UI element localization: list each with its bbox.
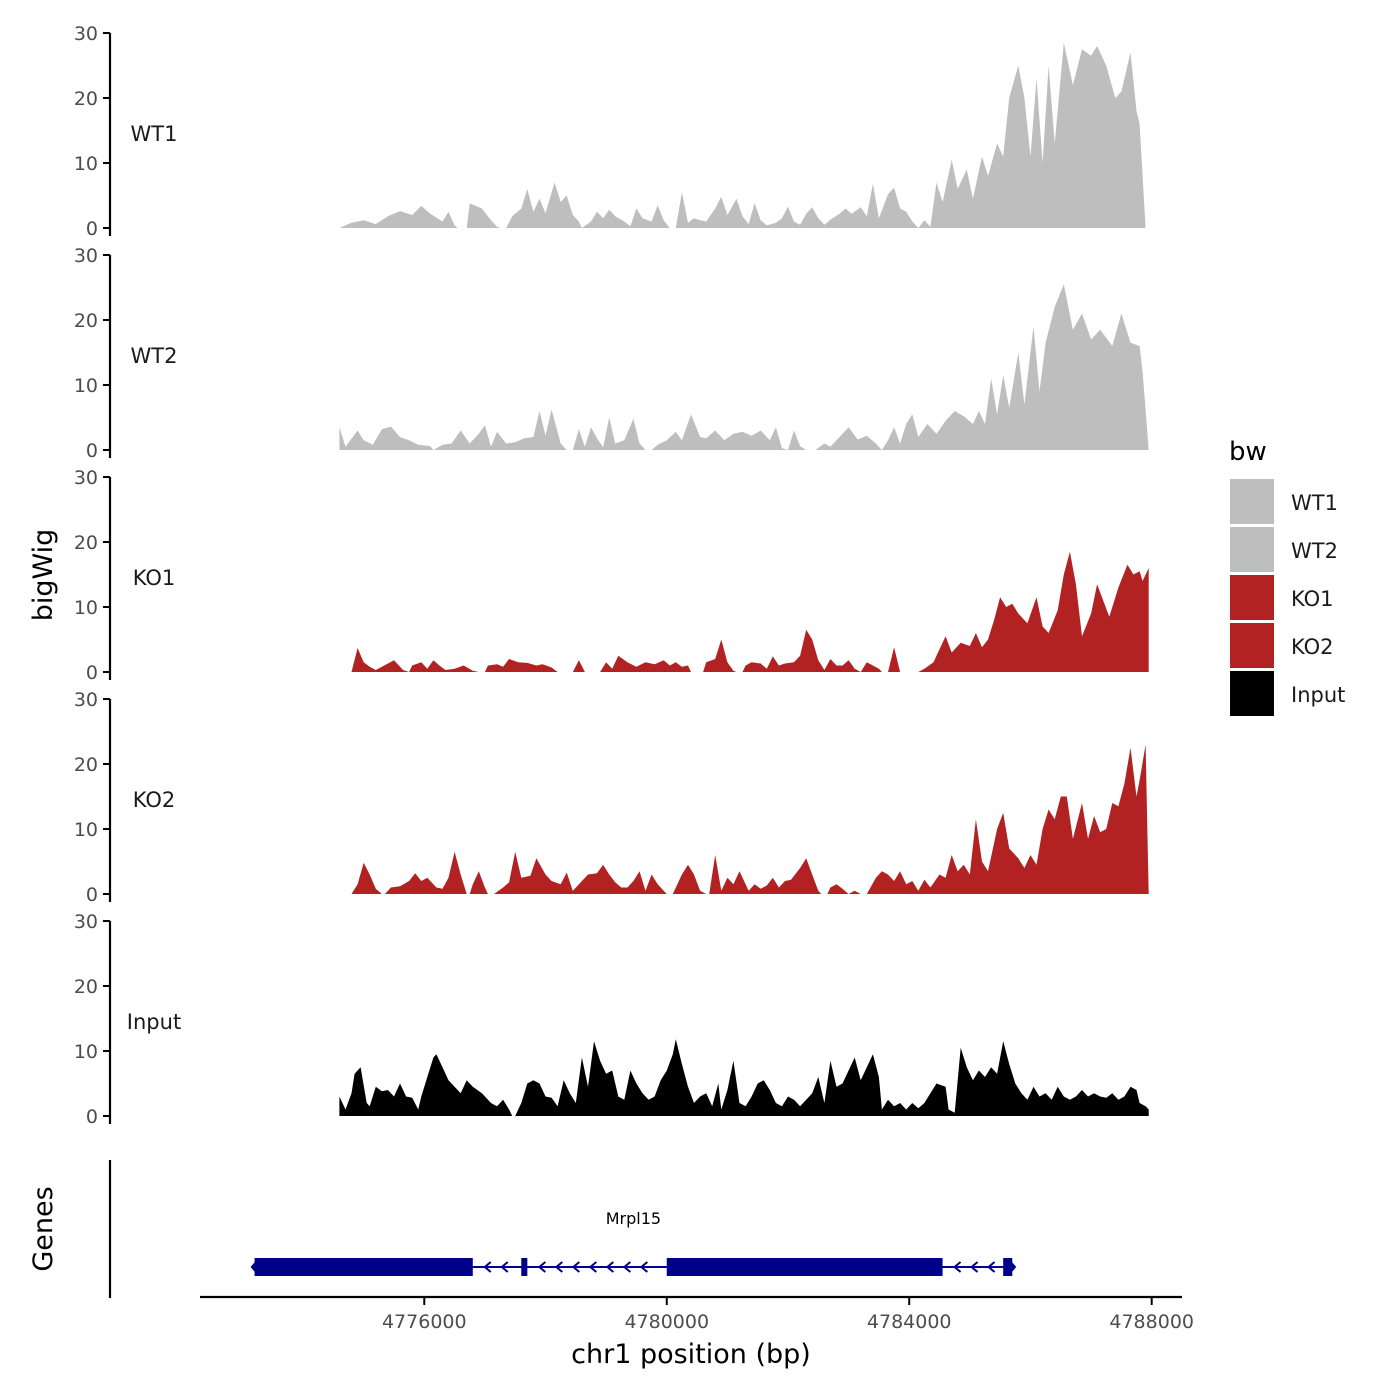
y-tick-label: 20 bbox=[74, 532, 98, 554]
gene-panel: Genes Mrpl15 bbox=[28, 1160, 1017, 1298]
track-label-input: Input bbox=[127, 1010, 181, 1034]
y-tick-label: 20 bbox=[74, 310, 98, 332]
track-label-wt2: WT2 bbox=[131, 344, 178, 368]
strand-arrow bbox=[986, 1261, 996, 1273]
legend-items: WT1 WT2 KO1 KO2 Input bbox=[1230, 479, 1345, 716]
y-tick-label: 20 bbox=[74, 754, 98, 776]
gene-exon bbox=[254, 1258, 473, 1276]
y-tick-label: 10 bbox=[74, 153, 98, 175]
signal-area-ko2 bbox=[351, 744, 1149, 894]
y-tick-label: 10 bbox=[74, 819, 98, 841]
y-tick-label: 0 bbox=[86, 662, 98, 684]
track-label-ko1: KO1 bbox=[133, 566, 176, 590]
legend-label-wt1: WT1 bbox=[1291, 491, 1338, 515]
y-tick-label: 30 bbox=[74, 689, 98, 711]
x-tick-label: 4780000 bbox=[624, 1311, 709, 1333]
track-panels: 0 10 20 30 WT1 0 10 20 30 WT2 0 10 20 30 KO1 0 10 20 30 KO2… bbox=[74, 23, 1149, 1128]
strand-arrow bbox=[639, 1261, 648, 1273]
y-tick-label: 10 bbox=[74, 1041, 98, 1063]
strand-arrow bbox=[537, 1261, 546, 1273]
gene-name-label: Mrpl15 bbox=[606, 1209, 661, 1228]
x-axis-title: chr1 position (bp) bbox=[571, 1339, 811, 1370]
strand-arrow bbox=[952, 1261, 962, 1273]
gene-start-cap bbox=[250, 1260, 257, 1274]
genes-axis-title: Genes bbox=[28, 1186, 59, 1271]
strand-arrow bbox=[483, 1261, 492, 1273]
y-tick-label: 20 bbox=[74, 976, 98, 998]
legend-key-ko2 bbox=[1230, 623, 1274, 668]
track-input: 0 10 20 30 Input bbox=[74, 911, 1149, 1128]
legend-key-input bbox=[1230, 671, 1274, 716]
gene-exon bbox=[666, 1258, 943, 1276]
legend-title: bw bbox=[1229, 437, 1267, 467]
track-label-wt1: WT1 bbox=[131, 122, 178, 146]
gene-exon bbox=[521, 1258, 528, 1276]
track-ko1: 0 10 20 30 KO1 bbox=[74, 467, 1149, 684]
y-tick-label: 30 bbox=[74, 467, 98, 489]
y-tick-label: 10 bbox=[74, 375, 98, 397]
legend: bw WT1 WT2 KO1 KO2 Input bbox=[1229, 437, 1345, 716]
y-tick-label: 0 bbox=[86, 218, 98, 240]
signal-area-ko1 bbox=[351, 551, 1149, 672]
y-axis-title: bigWig bbox=[28, 529, 59, 622]
y-tick-label: 0 bbox=[86, 884, 98, 906]
legend-label-input: Input bbox=[1291, 683, 1345, 707]
gene-exon bbox=[1003, 1258, 1013, 1276]
x-tick-label: 4784000 bbox=[867, 1311, 952, 1333]
y-tick-label: 10 bbox=[74, 597, 98, 619]
legend-key-wt1 bbox=[1230, 479, 1274, 524]
legend-label-ko1: KO1 bbox=[1291, 587, 1334, 611]
strand-arrow bbox=[588, 1261, 597, 1273]
signal-area-wt1 bbox=[339, 42, 1146, 228]
strand-arrow bbox=[500, 1261, 509, 1273]
track-ko2: 0 10 20 30 KO2 bbox=[74, 689, 1149, 906]
signal-area-input bbox=[339, 1039, 1149, 1116]
signal-area-wt2 bbox=[339, 284, 1149, 450]
y-tick-label: 30 bbox=[74, 245, 98, 267]
strand-arrow bbox=[554, 1261, 563, 1273]
y-tick-label: 0 bbox=[86, 1106, 98, 1128]
y-tick-label: 30 bbox=[74, 911, 98, 933]
x-axis: 4776000 4780000 4784000 4788000 chr1 positi… bbox=[200, 1295, 1194, 1370]
y-tick-label: 30 bbox=[74, 23, 98, 45]
x-ticks: 4776000 4780000 4784000 4788000 bbox=[382, 1297, 1194, 1333]
legend-label-wt2: WT2 bbox=[1291, 539, 1338, 563]
track-wt2: 0 10 20 30 WT2 bbox=[74, 245, 1149, 462]
track-label-ko2: KO2 bbox=[133, 788, 176, 812]
strand-arrow bbox=[571, 1261, 580, 1273]
strand-arrow bbox=[605, 1261, 614, 1273]
y-tick-label: 20 bbox=[74, 88, 98, 110]
x-tick-label: 4788000 bbox=[1109, 1311, 1194, 1333]
legend-key-wt2 bbox=[1230, 527, 1274, 572]
x-tick-label: 4776000 bbox=[382, 1311, 467, 1333]
gene-marks bbox=[250, 1258, 1017, 1276]
track-wt1: 0 10 20 30 WT1 bbox=[74, 23, 1146, 240]
legend-key-ko1 bbox=[1230, 575, 1274, 620]
strand-arrow bbox=[969, 1261, 979, 1273]
legend-label-ko2: KO2 bbox=[1291, 635, 1334, 659]
gene-end-cap bbox=[1010, 1260, 1017, 1274]
y-tick-label: 0 bbox=[86, 440, 98, 462]
strand-arrow bbox=[622, 1261, 631, 1273]
